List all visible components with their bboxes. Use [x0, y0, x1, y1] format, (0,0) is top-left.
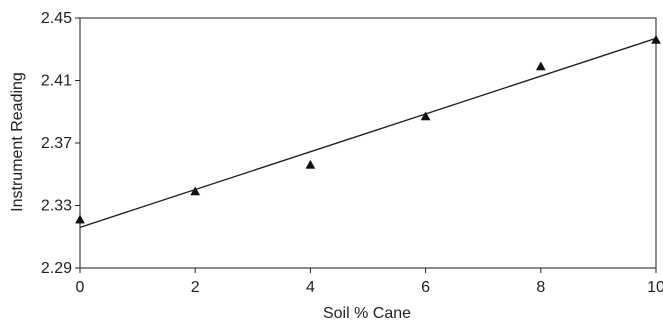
data-point — [305, 159, 316, 169]
data-point — [535, 61, 546, 71]
y-tick-label: 2.33 — [41, 198, 72, 215]
plot-frame — [79, 17, 657, 269]
x-tick-label: 6 — [421, 279, 430, 296]
trendline — [79, 37, 657, 229]
x-tick-label: 10 — [647, 279, 663, 296]
y-axis-title: Instrument Reading — [9, 72, 26, 212]
x-tick-label: 8 — [536, 279, 545, 296]
data-point — [190, 186, 201, 196]
data-point — [75, 214, 85, 224]
x-tick-label: 4 — [306, 279, 315, 296]
data-point — [420, 111, 431, 121]
x-tick-label: 2 — [191, 279, 200, 296]
x-tick-label: 0 — [76, 279, 85, 296]
y-tick-label: 2.29 — [41, 260, 72, 277]
y-tick-label: 2.45 — [41, 10, 72, 27]
y-tick-label: 2.41 — [41, 73, 72, 90]
data-point — [651, 34, 661, 44]
x-axis-title: Soil % Cane — [323, 305, 411, 321]
y-tick-label: 2.37 — [41, 135, 72, 152]
